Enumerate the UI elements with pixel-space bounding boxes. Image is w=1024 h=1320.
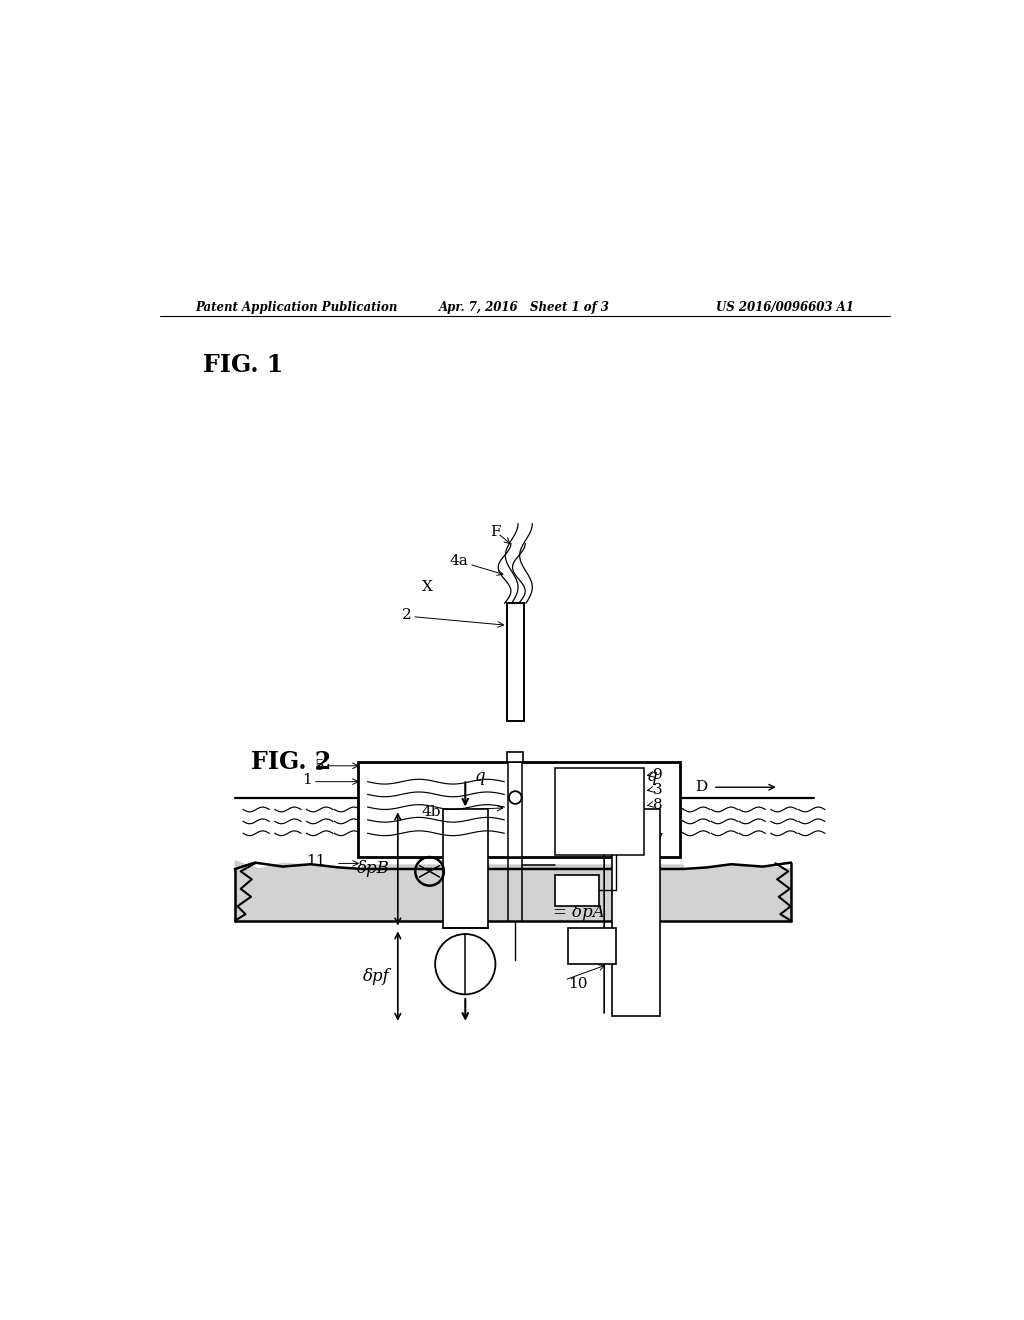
- Bar: [507, 603, 524, 721]
- Text: Apr. 7, 2016   Sheet 1 of 3: Apr. 7, 2016 Sheet 1 of 3: [439, 301, 610, 314]
- Bar: [507, 752, 523, 762]
- Text: US 2016/0096603 A1: US 2016/0096603 A1: [716, 301, 854, 314]
- Bar: [358, 762, 680, 857]
- Bar: [508, 762, 522, 857]
- Text: 1: 1: [303, 774, 312, 787]
- Text: Patent Application Publication: Patent Application Publication: [196, 301, 398, 314]
- Bar: [443, 809, 487, 928]
- Text: F: F: [489, 524, 501, 539]
- Text: 8: 8: [653, 797, 663, 812]
- Text: X: X: [422, 581, 432, 594]
- Text: 9: 9: [653, 767, 664, 781]
- Text: 2: 2: [401, 609, 412, 622]
- Text: FIG. 1: FIG. 1: [204, 354, 284, 378]
- Bar: [612, 809, 659, 1016]
- Bar: [555, 768, 644, 855]
- Text: q: q: [646, 768, 656, 784]
- Polygon shape: [236, 861, 791, 920]
- Text: = δpA: = δpA: [553, 904, 604, 921]
- Text: q: q: [475, 768, 485, 784]
- Text: 4a: 4a: [450, 554, 468, 568]
- Text: A1: A1: [530, 793, 549, 807]
- Text: δpB: δpB: [357, 861, 390, 878]
- Text: 10: 10: [568, 977, 588, 991]
- Text: 5: 5: [314, 759, 325, 772]
- Circle shape: [435, 935, 496, 994]
- Bar: [555, 875, 599, 907]
- Text: 4: 4: [620, 809, 630, 822]
- Bar: [568, 928, 616, 964]
- Text: FIG. 2: FIG. 2: [251, 750, 331, 774]
- Text: D: D: [695, 780, 708, 795]
- Text: 4b: 4b: [422, 805, 441, 818]
- Text: 7: 7: [653, 833, 663, 846]
- Text: δpf: δpf: [364, 968, 390, 985]
- Text: 11: 11: [306, 854, 326, 869]
- Text: 3: 3: [653, 783, 663, 796]
